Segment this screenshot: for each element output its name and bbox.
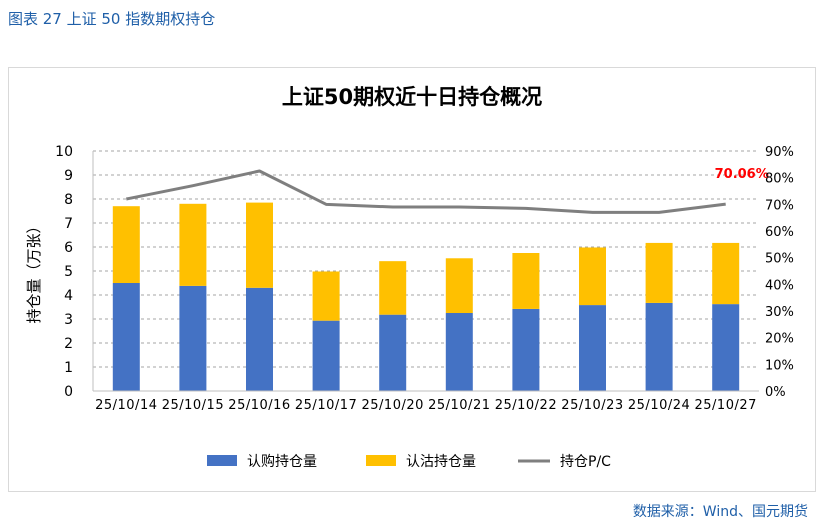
put-oi-bar [645, 242, 673, 303]
y2-tick-label: 60% [765, 225, 794, 240]
put-oi-bar [512, 253, 540, 309]
pc-line: 70.06% [126, 167, 769, 214]
put-oi-bar [379, 261, 407, 315]
y2-tick-label: 40% [765, 278, 794, 293]
x-tick-label: 25/10/17 [295, 398, 357, 413]
legend-call-swatch [207, 455, 237, 466]
y-tick-label: 4 [64, 288, 73, 304]
put-oi-bar [179, 203, 207, 286]
call-oi-bar [712, 304, 740, 391]
y2-tick-label: 50% [765, 252, 794, 267]
x-tick-label: 25/10/15 [162, 398, 224, 413]
y-tick-label: 0 [64, 384, 73, 400]
y2-tick-label: 0% [765, 385, 786, 400]
y2-tick-label: 90% [765, 145, 794, 160]
axes: 0 1 2 3 4 5 6 7 8 9 10 0% 10% 20% 30% 40% 50% 60% 70% 80% 90… [55, 144, 794, 413]
x-tick-label: 25/10/24 [628, 398, 690, 413]
y2-tick-label: 20% [765, 332, 794, 347]
call-oi-bar [645, 302, 673, 391]
x-tick-label: 25/10/23 [561, 398, 623, 413]
legend-call-label: 认购持仓量 [247, 454, 317, 470]
chart-title: 上证50期权近十日持仓概况 [282, 85, 542, 109]
legend-pc-label: 持仓P/C [560, 454, 611, 470]
call-oi-bar [246, 287, 273, 391]
x-tick-label: 25/10/27 [695, 398, 757, 413]
put-oi-bar [112, 206, 140, 283]
put-oi-bar [445, 258, 473, 313]
pc-ratio-line [126, 169, 726, 214]
put-oi-bar [312, 271, 340, 321]
call-oi-bar [112, 283, 140, 391]
y-tick-label: 5 [64, 264, 73, 280]
figure-label: 图表 27 上证 50 指数期权持仓 [8, 10, 216, 28]
y-tick-label: 3 [64, 312, 73, 328]
chart-panel: 上证50期权近十日持仓概况 70.06% 0 1 2 3 4 5 6 7 8 9 10 0% 10% 20… [8, 67, 816, 492]
put-oi-bar [579, 247, 606, 306]
legend-put-label: 认沽持仓量 [406, 454, 476, 470]
x-tick-label: 25/10/16 [228, 398, 290, 413]
y2-tick-label: 30% [765, 305, 794, 320]
pc-annotation: 70.06% [715, 167, 769, 182]
y-tick-label: 1 [64, 360, 73, 376]
call-oi-bar [579, 305, 606, 391]
x-tick-label: 25/10/20 [362, 398, 424, 413]
y-axis-label: 持仓量（万张） [25, 218, 43, 323]
y-tick-label: 9 [64, 168, 73, 184]
call-oi-bar [312, 320, 340, 391]
y2-tick-label: 70% [765, 198, 794, 213]
x-tick-label: 25/10/22 [495, 398, 557, 413]
call-oi-bar [445, 313, 473, 391]
y2-tick-label: 80% [765, 172, 794, 187]
put-oi-bar [246, 202, 273, 288]
call-oi-bar [379, 314, 407, 391]
call-oi-bar [512, 308, 540, 391]
y-tick-label: 2 [64, 336, 73, 352]
figure-source: 数据来源：Wind、国元期货 [632, 504, 808, 520]
legend: 认购持仓量 认沽持仓量 持仓P/C [207, 454, 611, 470]
bars [112, 202, 740, 391]
y-tick-label: 6 [64, 240, 73, 256]
x-tick-label: 25/10/21 [428, 398, 490, 413]
legend-put-swatch [366, 455, 396, 466]
x-tick-label: 25/10/14 [95, 398, 157, 413]
put-oi-bar [712, 242, 740, 305]
y-tick-label: 8 [64, 192, 73, 208]
y2-tick-label: 10% [765, 358, 794, 373]
y-tick-label: 7 [64, 216, 73, 232]
call-oi-bar [179, 285, 207, 391]
chart-svg: 上证50期权近十日持仓概况 70.06% 0 1 2 3 4 5 6 7 8 9 10 0% 10% 20… [25, 85, 794, 470]
y-tick-label: 10 [55, 144, 73, 160]
